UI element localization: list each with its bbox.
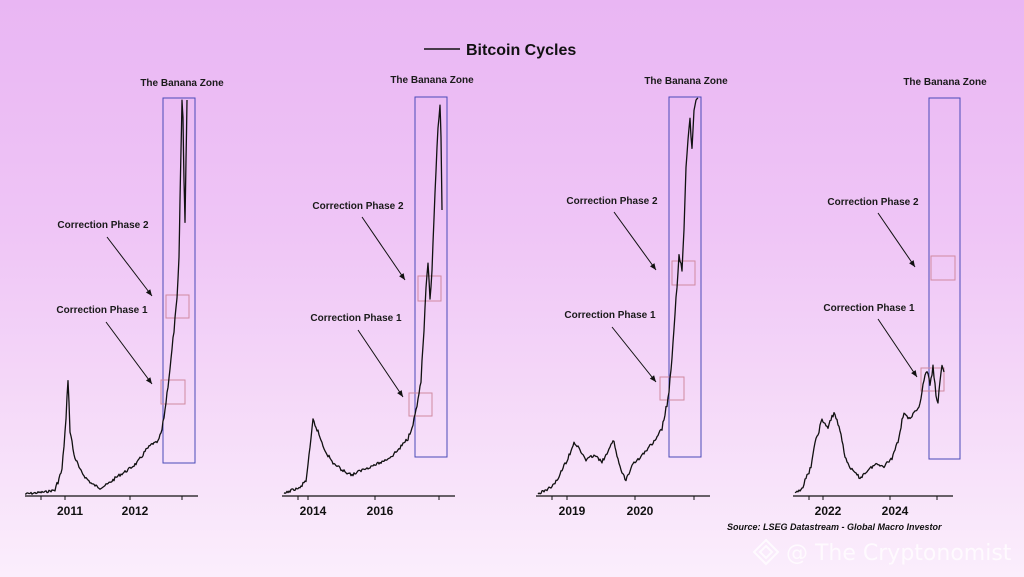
cycle-panel-1: 2011 2012 The Banana Zone Correction Phase … (25, 78, 224, 518)
correction-phase-2-box (671, 260, 696, 286)
correction-phase-1-box (659, 376, 685, 401)
arrow-shaft (611, 326, 657, 383)
cycle-panel-3: 2019 2020 The Banana Zone Correction Phase … (536, 76, 728, 518)
correction-phase-1-label: Correction Phase 1 (564, 310, 656, 321)
x-tick-label: 2016 (367, 504, 394, 518)
banana-zone-label: The Banana Zone (390, 75, 474, 86)
arrow-shaft (357, 329, 404, 398)
correction-phase-2-arrow (877, 212, 916, 268)
cycle-panel-4: 2022 2024 The Banana Zone Correction Phase … (793, 77, 987, 518)
correction-phase-1-arrow (357, 329, 404, 398)
watermark-text: @ The Cryptonomist (786, 541, 1012, 566)
arrow-shaft (361, 216, 406, 281)
correction-phase-1-arrow (877, 318, 918, 378)
correction-phase-1-label: Correction Phase 1 (56, 305, 148, 316)
correction-phase-2-box (930, 255, 956, 281)
chart-legend: Bitcoin Cycles (424, 42, 576, 59)
correction-phase-2-label: Correction Phase 2 (566, 196, 658, 207)
correction-phase-2-arrow (106, 236, 153, 297)
series-line-bitcoin-price (794, 364, 945, 494)
x-tick-label: 2022 (815, 504, 842, 518)
arrow-head (145, 289, 152, 296)
x-tick-label: 2014 (300, 504, 327, 518)
correction-phase-1-arrow (105, 321, 153, 385)
correction-phase-1-box (408, 392, 433, 417)
x-tick-label: 2020 (627, 504, 654, 518)
banana-zone-box (668, 96, 702, 458)
arrow-shaft (106, 236, 153, 297)
banana-zone-label: The Banana Zone (140, 78, 224, 89)
arrow-head (650, 263, 656, 270)
correction-phase-1-box (160, 379, 186, 405)
cycle-panel-2: 2014 2016 The Banana Zone Correction Phase … (282, 75, 474, 518)
source-note: Source: LSEG Datastream - Global Macro I… (727, 522, 942, 532)
watermark: @ The Cryptonomist (752, 538, 1012, 566)
correction-phase-2-arrow (613, 211, 657, 271)
arrow-head (911, 370, 917, 377)
arrow-head (145, 377, 152, 384)
arrow-shaft (105, 321, 153, 385)
banana-zone-label: The Banana Zone (903, 77, 987, 88)
correction-phase-2-box (417, 275, 442, 302)
arrow-head (397, 390, 403, 397)
banana-zone-box (162, 97, 196, 464)
correction-phase-1-label: Correction Phase 1 (310, 313, 402, 324)
x-tick-label: 2019 (559, 504, 586, 518)
x-tick-label: 2012 (122, 504, 149, 518)
diamond-logo-icon (752, 538, 780, 566)
chart-panels: 2011 2012 The Banana Zone Correction Phase … (25, 75, 987, 518)
banana-zone-label: The Banana Zone (644, 76, 728, 87)
chart-title: Bitcoin Cycles (466, 42, 576, 59)
series-line-bitcoin-price (537, 97, 699, 495)
series-line-bitcoin-price (283, 104, 443, 494)
correction-phase-2-label: Correction Phase 2 (312, 201, 404, 212)
x-tick-label: 2024 (882, 504, 909, 518)
correction-phase-1-arrow (611, 326, 657, 383)
correction-phase-2-label: Correction Phase 2 (57, 220, 149, 231)
correction-phase-2-arrow (361, 216, 406, 281)
arrow-shaft (877, 318, 918, 378)
series-line-bitcoin-price (25, 99, 188, 495)
arrow-head (399, 273, 405, 280)
x-tick-label: 2011 (57, 504, 83, 518)
correction-phase-1-label: Correction Phase 1 (823, 303, 915, 314)
banana-zone-box (414, 96, 448, 458)
arrow-head (909, 260, 915, 267)
arrow-shaft (877, 212, 916, 268)
banana-zone-box (928, 97, 961, 460)
correction-phase-2-label: Correction Phase 2 (827, 197, 919, 208)
arrow-shaft (613, 211, 657, 271)
arrow-head (649, 375, 656, 382)
